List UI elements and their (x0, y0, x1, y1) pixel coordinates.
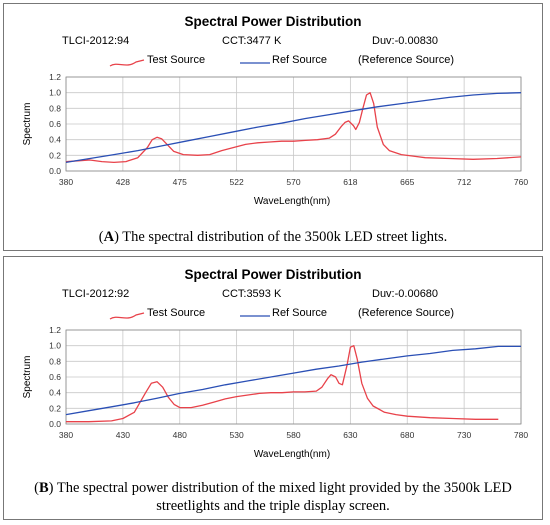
legend-label-ref: Ref Source (272, 307, 327, 319)
y-tick-label: 1.0 (49, 341, 61, 351)
x-axis-label: WaveLength(nm) (254, 449, 330, 460)
plot-area (65, 76, 522, 172)
series-line-ref-source (65, 345, 521, 416)
x-tick-label: 570 (286, 177, 300, 187)
x-tick-label: 522 (230, 177, 244, 187)
legend-label-test: Test Source (147, 54, 205, 66)
x-tick-label: 760 (514, 177, 528, 187)
x-tick-label: 380 (59, 177, 73, 187)
figure-panel-a: Spectral Power Distribution TLCI-2012:94 C… (3, 3, 543, 251)
legend-label-ref-suffix: (Reference Source) (358, 307, 454, 319)
legend-swatch-test (109, 59, 145, 67)
x-tick-label: 380 (59, 430, 73, 440)
x-tick-label: 712 (457, 177, 471, 187)
x-tick-label: 665 (400, 177, 414, 187)
tlci-value: TLCI-2012:94 (62, 35, 129, 47)
x-tick-label: 780 (514, 430, 528, 440)
x-tick-label: 580 (286, 430, 300, 440)
series-line-ref-source (65, 92, 522, 164)
x-tick-label: 730 (457, 430, 471, 440)
y-tick-label: 0.0 (49, 166, 61, 176)
series-line-test-source (65, 92, 522, 164)
chart-title: Spectral Power Distribution (184, 267, 361, 282)
tlci-value: TLCI-2012:92 (62, 288, 129, 300)
cct-value: CCT:3593 K (222, 288, 282, 300)
x-tick-label: 475 (173, 177, 187, 187)
caption-b-text: The spectral power distribution of the m… (53, 480, 512, 514)
y-tick-label: 0.4 (49, 135, 61, 145)
cct-value: CCT:3477 K (222, 35, 282, 47)
x-tick-label: 428 (116, 177, 130, 187)
legend-label-test: Test Source (147, 307, 205, 319)
series-line-test-source (66, 345, 499, 423)
x-tick-label: 430 (116, 430, 130, 440)
figure-panel-b: Spectral Power Distribution TLCI-2012:92 C… (3, 256, 543, 520)
y-tick-label: 0.0 (49, 419, 61, 429)
x-tick-label: 618 (343, 177, 357, 187)
x-tick-label: 530 (230, 430, 244, 440)
chart-title: Spectral Power Distribution (184, 14, 361, 29)
y-axis-label: Spectrum (22, 356, 33, 399)
spectral-chart-b: Spectral Power Distribution TLCI-2012:92 C… (22, 267, 528, 460)
y-tick-label: 0.2 (49, 403, 61, 413)
duv-value: Duv:-0.00830 (372, 35, 438, 47)
y-tick-label: 1.2 (49, 325, 61, 335)
caption-b-label: B (38, 480, 49, 496)
legend-label-ref-suffix: (Reference Source) (358, 54, 454, 66)
y-axis-label: Spectrum (22, 103, 33, 146)
y-tick-label: 1.0 (49, 88, 61, 98)
y-tick-label: 0.6 (49, 372, 61, 382)
x-tick-label: 630 (343, 430, 357, 440)
y-tick-label: 0.2 (49, 150, 61, 160)
caption-a-text: The spectral distribution of the 3500k L… (118, 229, 448, 245)
plot-area (65, 329, 522, 425)
y-tick-label: 0.4 (49, 388, 61, 398)
x-tick-label: 480 (173, 430, 187, 440)
y-tick-label: 0.8 (49, 103, 61, 113)
x-axis-label: WaveLength(nm) (254, 196, 330, 207)
duv-value: Duv:-0.00680 (372, 288, 438, 300)
legend-swatch-test (109, 312, 145, 320)
caption-a-label: A (103, 229, 115, 245)
x-tick-label: 680 (400, 430, 414, 440)
y-tick-label: 0.6 (49, 119, 61, 129)
y-tick-label: 0.8 (49, 356, 61, 366)
caption-b: (B) The spectral power distribution of t… (34, 480, 512, 514)
spectral-chart-a: Spectral Power Distribution TLCI-2012:94 C… (22, 14, 528, 207)
caption-a: (A) The spectral distribution of the 350… (98, 229, 448, 245)
y-tick-label: 1.2 (49, 72, 61, 82)
legend-label-ref: Ref Source (272, 54, 327, 66)
